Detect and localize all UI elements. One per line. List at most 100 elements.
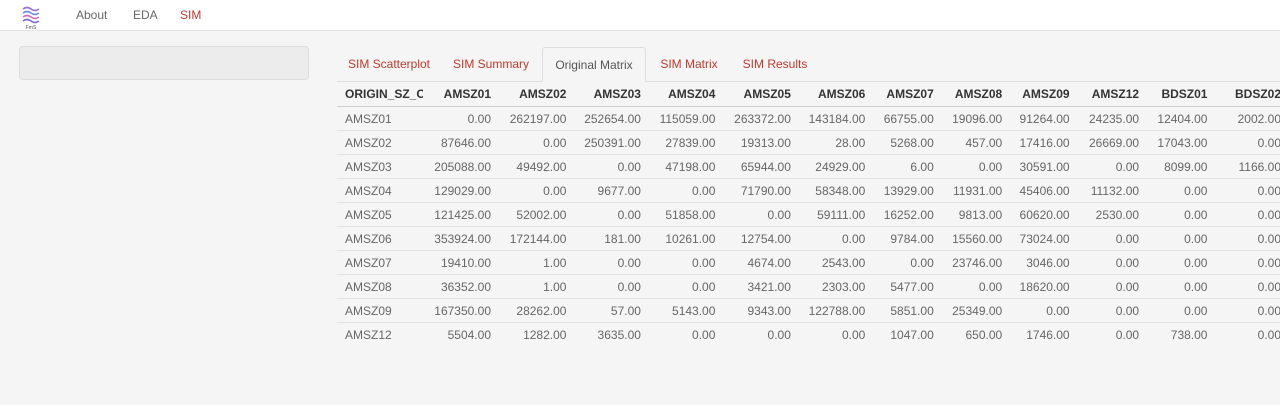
table-cell: 262197.00 <box>497 106 573 131</box>
nav-about[interactable]: About <box>76 8 108 22</box>
table-cell: 27839.00 <box>646 130 722 155</box>
table-cell: 0.00 <box>1075 298 1146 323</box>
table-cell: 9813.00 <box>939 202 1009 227</box>
table-cell: 0.00 <box>646 250 722 275</box>
table-cell: 0.00 <box>1008 298 1076 323</box>
table-cell: 3635.00 <box>572 322 647 342</box>
table-cell: 1.00 <box>497 274 573 299</box>
tab-sim-scatterplot[interactable]: SIM Scatterplot <box>347 57 431 71</box>
column-header[interactable]: BDSZ02 <box>1213 82 1280 107</box>
table-cell: 58348.00 <box>796 178 872 203</box>
table-cell: 0.00 <box>1145 298 1214 323</box>
tab-sim-summary[interactable]: SIM Summary <box>452 57 529 71</box>
app-logo-icon[interactable]: FmS <box>20 5 42 31</box>
table-cell: 0.00 <box>646 322 722 342</box>
tab-sim-results[interactable]: SIM Results <box>742 57 808 71</box>
column-header[interactable]: AMSZ01 <box>422 82 497 107</box>
row-origin-cell: AMSZ12 <box>337 322 423 342</box>
table-cell: 0.00 <box>572 250 647 275</box>
table-cell: 36352.00 <box>422 274 497 299</box>
table-cell: 0.00 <box>1075 226 1146 251</box>
table-cell: 0.00 <box>572 154 647 179</box>
original-matrix-table-container: ORIGIN_SZ_C AMSZ01 AMSZ02 AMSZ03 AMSZ04 … <box>337 82 1280 342</box>
row-origin-cell: AMSZ03 <box>337 154 423 179</box>
table-cell: 18620.00 <box>1008 274 1076 299</box>
table-cell: 12404.00 <box>1145 106 1214 131</box>
table-cell: 91264.00 <box>1008 106 1076 131</box>
table-cell: 1.00 <box>497 250 573 275</box>
table-cell: 8099.00 <box>1145 154 1214 179</box>
table-cell: 12754.00 <box>721 226 797 251</box>
row-origin-cell: AMSZ08 <box>337 274 423 299</box>
table-cell: 0.00 <box>1075 274 1146 299</box>
nav-eda[interactable]: EDA <box>133 8 158 22</box>
table-cell: 59111.00 <box>796 202 872 227</box>
table-cell: 0.00 <box>939 154 1009 179</box>
table-cell: 0.00 <box>646 274 722 299</box>
logo-text: FmS <box>26 25 37 31</box>
table-cell: 6.00 <box>871 154 940 179</box>
table-cell: 16252.00 <box>871 202 940 227</box>
tab-original-matrix[interactable]: Original Matrix <box>542 47 646 82</box>
table-row: AMSZ04 129029.00 0.00 9677.00 0.00 71790.00 58… <box>337 178 1280 203</box>
table-row: AMSZ06 353924.00 172144.00 181.00 10261.00 12… <box>337 226 1280 251</box>
column-header[interactable]: AMSZ03 <box>572 82 647 107</box>
table-cell: 52002.00 <box>497 202 573 227</box>
column-header[interactable]: AMSZ09 <box>1008 82 1076 107</box>
table-cell: 5268.00 <box>871 130 940 155</box>
table-row: AMSZ09 167350.00 28262.00 57.00 5143.00 9343.… <box>337 298 1280 323</box>
table-cell: 87646.00 <box>422 130 497 155</box>
table-cell: 73024.00 <box>1008 226 1076 251</box>
table-cell: 0.00 <box>1145 178 1214 203</box>
table-cell: 19410.00 <box>422 250 497 275</box>
table-cell: 0.00 <box>1145 202 1214 227</box>
sidebar-panel <box>19 46 309 80</box>
column-header[interactable]: AMSZ02 <box>497 82 573 107</box>
table-cell: 15560.00 <box>939 226 1009 251</box>
table-cell: 0.00 <box>939 274 1009 299</box>
table-cell: 26669.00 <box>1075 130 1146 155</box>
table-cell: 0.00 <box>572 202 647 227</box>
table-cell: 51858.00 <box>646 202 722 227</box>
table-cell: 181.00 <box>572 226 647 251</box>
tab-sim-matrix[interactable]: SIM Matrix <box>660 57 718 71</box>
column-header[interactable]: AMSZ04 <box>646 82 722 107</box>
table-cell: 1047.00 <box>871 322 940 342</box>
table-cell: 650.00 <box>939 322 1009 342</box>
column-header[interactable]: AMSZ08 <box>939 82 1009 107</box>
table-cell: 5851.00 <box>871 298 940 323</box>
table-cell: 28262.00 <box>497 298 573 323</box>
table-cell: 738.00 <box>1145 322 1214 342</box>
column-header[interactable]: AMSZ12 <box>1075 82 1146 107</box>
table-cell: 0.00 <box>422 106 497 131</box>
column-header[interactable]: ORIGIN_SZ_C <box>337 82 423 107</box>
table-cell: 0.00 <box>1213 322 1280 342</box>
table-row: AMSZ03 205088.00 49492.00 0.00 47198.00 65944… <box>337 154 1280 179</box>
table-cell: 25349.00 <box>939 298 1009 323</box>
table-cell: 457.00 <box>939 130 1009 155</box>
table-cell: 122788.00 <box>796 298 872 323</box>
table-cell: 9677.00 <box>572 178 647 203</box>
table-cell: 0.00 <box>1213 202 1280 227</box>
table-cell: 57.00 <box>572 298 647 323</box>
row-origin-cell: AMSZ05 <box>337 202 423 227</box>
column-header[interactable]: BDSZ01 <box>1145 82 1214 107</box>
row-origin-cell: AMSZ06 <box>337 226 423 251</box>
column-header[interactable]: AMSZ06 <box>796 82 872 107</box>
column-header[interactable]: AMSZ07 <box>871 82 940 107</box>
table-cell: 24235.00 <box>1075 106 1146 131</box>
table-cell: 353924.00 <box>422 226 497 251</box>
table-cell: 1746.00 <box>1008 322 1076 342</box>
table-cell: 0.00 <box>796 322 872 342</box>
table-cell: 11132.00 <box>1075 178 1146 203</box>
table-cell: 17043.00 <box>1145 130 1214 155</box>
table-cell: 252654.00 <box>572 106 647 131</box>
table-cell: 0.00 <box>1075 154 1146 179</box>
table-cell: 66755.00 <box>871 106 940 131</box>
table-cell: 19096.00 <box>939 106 1009 131</box>
nav-sim[interactable]: SIM <box>180 8 202 22</box>
table-row: AMSZ02 87646.00 0.00 250391.00 27839.00 19313… <box>337 130 1280 155</box>
column-header[interactable]: AMSZ05 <box>721 82 797 107</box>
table-cell: 0.00 <box>871 250 940 275</box>
table-cell: 0.00 <box>796 226 872 251</box>
